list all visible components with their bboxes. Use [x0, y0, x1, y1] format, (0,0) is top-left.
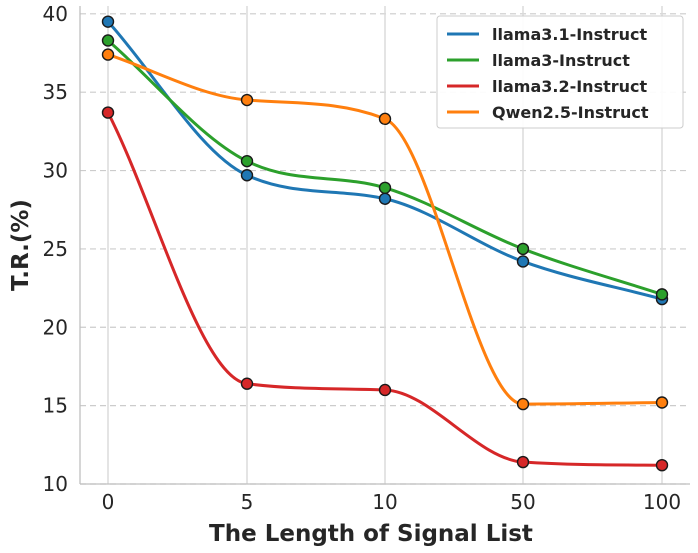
data-point [101, 34, 115, 47]
data-point [655, 288, 669, 301]
y-tick-label: 25 [43, 237, 68, 261]
axes-frame [79, 6, 690, 485]
data-point [378, 192, 392, 205]
data-point [655, 458, 669, 472]
series-llama3.1-Instruct [101, 15, 669, 306]
data-point [240, 93, 254, 107]
y-tick-label: 35 [43, 80, 68, 104]
data-point [378, 112, 392, 126]
data-point [516, 255, 530, 268]
series-line [106, 53, 664, 406]
y-tick-label: 15 [43, 394, 68, 418]
legend-label: llama3-Instruct [492, 51, 630, 70]
data-point [655, 396, 669, 409]
legend-label: llama3.1-Instruct [492, 25, 648, 44]
series-llama3-Instruct [101, 34, 669, 301]
x-tick-label: 0 [102, 490, 115, 514]
data-point [378, 181, 392, 194]
y-tick-label: 20 [43, 315, 68, 339]
series-group [101, 15, 669, 472]
x-axis-ticks: 0 5 10 50 100 [102, 490, 681, 514]
y-axis-label: T.R.(%) [8, 199, 34, 291]
x-tick-label: 50 [510, 490, 535, 514]
legend: llama3.1-Instruct llama3-Instruct llama3.2… [436, 15, 684, 129]
y-axis-ticks: 10 15 20 25 30 35 40 [43, 2, 68, 496]
x-tick-label: 100 [643, 490, 681, 514]
y-tick-label: 10 [43, 472, 68, 496]
y-tick-label: 40 [43, 2, 68, 26]
data-point [101, 48, 115, 61]
x-tick-label: 10 [372, 490, 397, 514]
legend-entry: llama3-Instruct [447, 51, 630, 70]
legend-entry: Qwen2.5-Instruct [447, 103, 649, 122]
data-point [240, 169, 254, 182]
data-point [378, 383, 392, 397]
x-axis-label: The Length of Signal List [209, 521, 533, 547]
legend-label: llama3.2-Instruct [492, 77, 648, 96]
legend-entry: llama3.1-Instruct [447, 25, 648, 44]
legend-label: Qwen2.5-Instruct [492, 103, 649, 122]
data-point [240, 377, 254, 390]
series-Qwen2.5-Instruct [101, 48, 669, 411]
data-point [516, 397, 530, 411]
data-point [101, 15, 115, 28]
data-point [516, 242, 530, 256]
data-point [240, 154, 254, 168]
data-point [516, 455, 530, 469]
series-llama3.2-Instruct [101, 106, 669, 472]
legend-box [436, 15, 684, 129]
data-point [101, 106, 115, 119]
y-tick-label: 30 [43, 159, 68, 183]
legend-entry: llama3.2-Instruct [447, 77, 648, 96]
series-line [106, 111, 664, 467]
x-tick-label: 5 [241, 490, 254, 514]
